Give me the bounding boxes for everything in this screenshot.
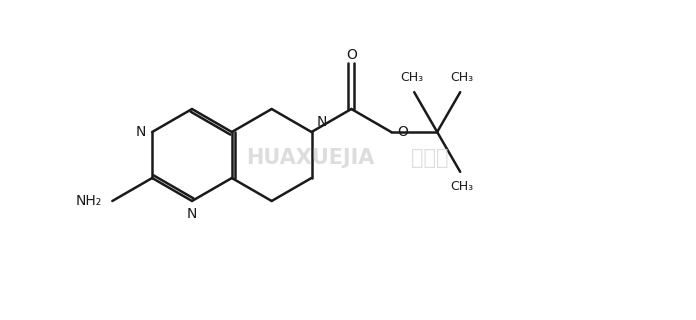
Text: O: O — [397, 125, 408, 139]
Text: O: O — [346, 48, 357, 62]
Text: CH₃: CH₃ — [450, 180, 474, 193]
Text: CH₃: CH₃ — [450, 71, 474, 84]
Text: CH₃: CH₃ — [401, 71, 424, 84]
Text: N: N — [187, 207, 197, 221]
Text: N: N — [317, 115, 327, 129]
Text: 化学加: 化学加 — [411, 148, 449, 168]
Text: NH₂: NH₂ — [76, 194, 102, 208]
Text: N: N — [136, 125, 146, 139]
Text: HUAXUEJIA: HUAXUEJIA — [246, 148, 374, 168]
